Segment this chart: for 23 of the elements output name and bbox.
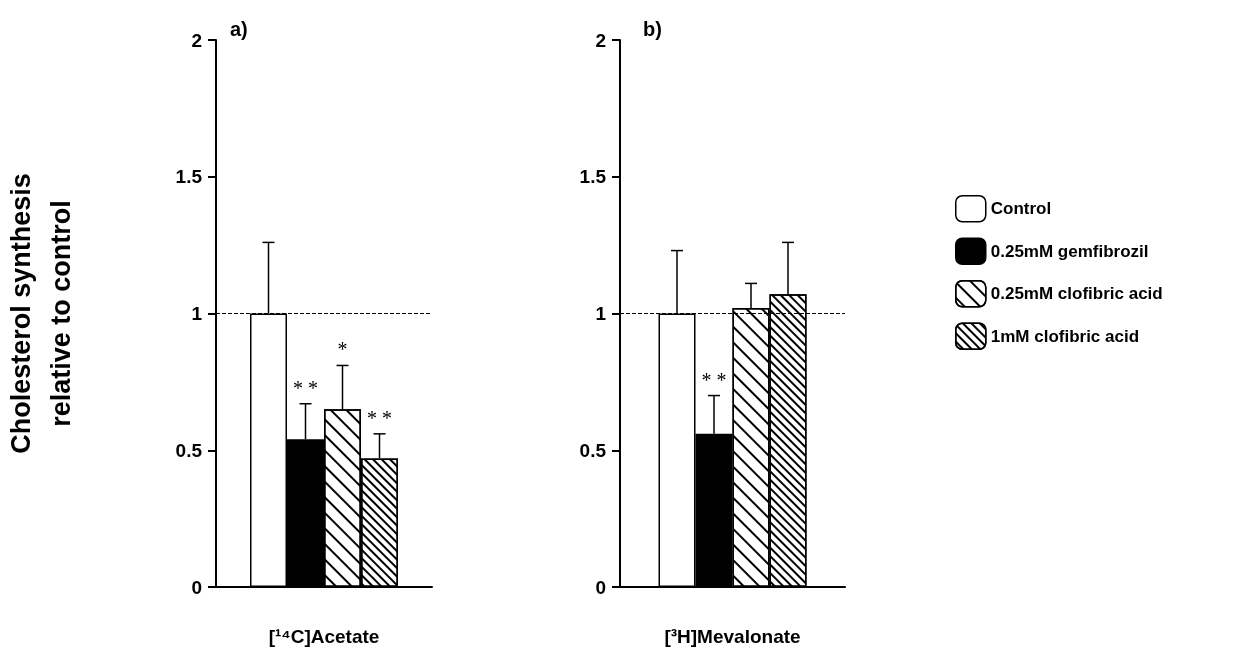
chart-title: b)	[643, 18, 662, 40]
data-label: *	[337, 338, 348, 361]
legend-label: Control	[990, 199, 1052, 219]
legend-label: 0.25mM gemfibrozil	[990, 241, 1149, 261]
y-tick-label: 0	[191, 576, 202, 598]
y-tick-label: 1	[191, 303, 203, 324]
legend-label: 0.25mM clofibric acid	[990, 284, 1163, 304]
y-tick-label: 0.5	[175, 439, 203, 461]
data-label: * *	[293, 376, 318, 399]
legend-label: 1mM clofibric acid	[990, 326, 1140, 346]
y-tick-label: 1.5	[579, 166, 607, 188]
y-tick-label: 0.5	[579, 439, 607, 461]
y-tick-label: 1.5	[175, 166, 203, 188]
x-axis-title: [¹⁴C]Acetate	[268, 626, 380, 647]
y-tick-label: 2	[191, 29, 202, 51]
y-tick-label: 2	[595, 29, 606, 51]
y-axis-title: Cholesterol synthesis relative to control	[6, 173, 76, 454]
data-label: * *	[701, 368, 727, 391]
x-axis-title: [³H]Mevalonate	[664, 626, 801, 647]
y-tick-label: 0	[595, 576, 606, 598]
chart-title: a)	[230, 18, 248, 40]
y-tick-label: 1	[595, 303, 607, 324]
data-label: * *	[367, 406, 392, 429]
